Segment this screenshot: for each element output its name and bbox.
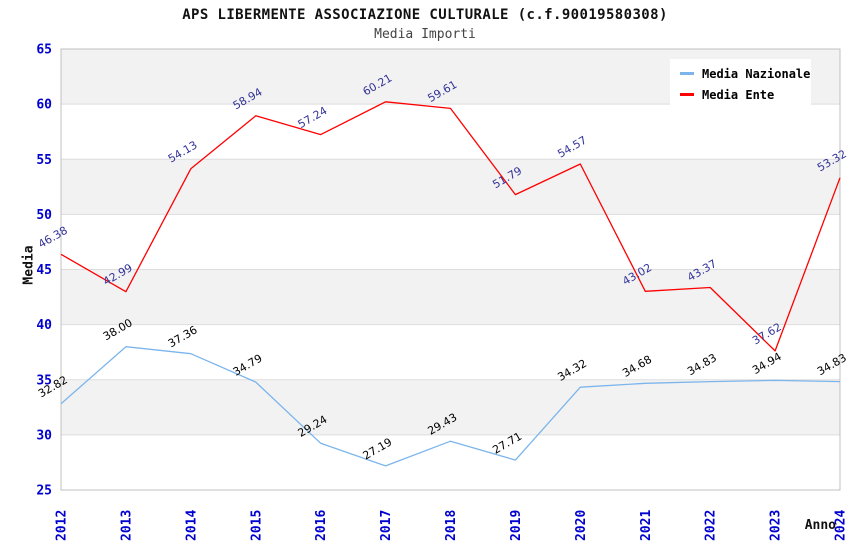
x-tick-label: 2024 bbox=[834, 510, 849, 541]
series-line-media-ente bbox=[60, 101, 841, 352]
x-tick-label: 2013 bbox=[119, 510, 134, 541]
x-axis-title: Anno bbox=[804, 518, 836, 533]
legend-line-swatch-nazionale bbox=[680, 72, 694, 75]
y-axis-title: Media bbox=[21, 245, 37, 285]
x-tick-label: 2022 bbox=[704, 510, 719, 541]
chart-title: APS LIBERMENTE ASSOCIAZIONE CULTURALE (c… bbox=[182, 7, 668, 23]
x-tick-label: 2014 bbox=[184, 510, 199, 541]
legend-label: Media Nazionale bbox=[702, 66, 811, 81]
data-point-label: 34.68 bbox=[620, 353, 654, 380]
plot-border bbox=[60, 48, 841, 491]
x-tick-label: 2018 bbox=[444, 510, 459, 541]
data-point-label: 54.57 bbox=[555, 134, 589, 161]
x-tick-label: 2019 bbox=[509, 510, 524, 541]
x-tick-label: 2015 bbox=[249, 510, 264, 541]
data-point-label: 57.24 bbox=[296, 104, 330, 131]
legend-item-media-ente: Media Ente bbox=[680, 84, 811, 105]
y-tick-label: 35 bbox=[36, 373, 52, 388]
series-line-media-nazionale bbox=[60, 346, 841, 467]
data-point-label: 34.83 bbox=[815, 351, 849, 378]
grid-band bbox=[61, 379, 840, 435]
x-tick-label: 2012 bbox=[55, 510, 70, 541]
y-tick-label: 65 bbox=[36, 43, 52, 58]
y-tick-label: 60 bbox=[36, 98, 52, 113]
x-tick-label: 2023 bbox=[769, 510, 784, 541]
legend: Media Nazionale Media Ente bbox=[670, 59, 811, 110]
x-tick-label: 2016 bbox=[314, 510, 329, 541]
data-point-label: 46.38 bbox=[36, 224, 70, 251]
x-tick-label: 2017 bbox=[379, 510, 394, 541]
x-tick-label: 2021 bbox=[639, 510, 654, 541]
grid-band bbox=[61, 159, 840, 215]
data-point-label: 27.19 bbox=[361, 435, 395, 462]
y-tick-label: 55 bbox=[36, 153, 52, 168]
legend-label: Media Ente bbox=[702, 87, 775, 102]
legend-item-media-nazionale: Media Nazionale bbox=[680, 63, 811, 84]
y-tick-label: 40 bbox=[36, 318, 52, 333]
legend-line-swatch-ente bbox=[680, 93, 694, 96]
chart-subtitle: Media Importi bbox=[374, 27, 476, 42]
y-tick-label: 50 bbox=[36, 208, 52, 223]
y-tick-label: 45 bbox=[36, 263, 52, 278]
x-tick-label: 2020 bbox=[574, 510, 589, 541]
y-tick-label: 25 bbox=[36, 484, 52, 499]
data-point-label: 34.94 bbox=[750, 350, 784, 377]
data-point-label: 37.36 bbox=[166, 323, 200, 350]
grid-band bbox=[61, 269, 840, 325]
y-tick-label: 30 bbox=[36, 428, 52, 443]
data-point-label: 34.79 bbox=[231, 352, 265, 379]
data-point-label: 34.83 bbox=[685, 351, 719, 378]
